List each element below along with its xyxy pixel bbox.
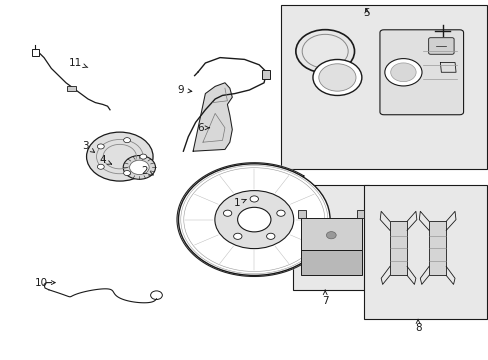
Circle shape xyxy=(233,233,242,239)
Circle shape xyxy=(214,190,293,249)
Text: 6: 6 xyxy=(197,123,209,133)
Circle shape xyxy=(123,156,155,179)
Text: 8: 8 xyxy=(414,319,421,333)
Circle shape xyxy=(326,231,336,239)
FancyBboxPatch shape xyxy=(428,38,453,54)
Circle shape xyxy=(223,210,231,216)
Text: 1: 1 xyxy=(233,198,245,208)
Bar xyxy=(364,185,486,319)
Circle shape xyxy=(97,164,104,169)
Text: 2: 2 xyxy=(141,166,153,176)
Bar xyxy=(300,218,361,249)
Circle shape xyxy=(384,59,421,86)
Circle shape xyxy=(266,233,274,239)
Circle shape xyxy=(276,210,285,216)
Text: 7: 7 xyxy=(321,290,328,306)
Text: 10: 10 xyxy=(35,278,55,288)
Circle shape xyxy=(97,144,104,149)
Bar xyxy=(281,5,486,169)
Circle shape xyxy=(249,196,258,202)
Bar xyxy=(298,210,305,218)
Polygon shape xyxy=(193,83,232,151)
Circle shape xyxy=(237,207,270,232)
Bar xyxy=(262,70,269,79)
Circle shape xyxy=(140,154,146,159)
Bar xyxy=(356,210,364,218)
Circle shape xyxy=(312,59,361,95)
Bar xyxy=(389,221,406,275)
Circle shape xyxy=(390,63,415,82)
Bar xyxy=(428,221,446,275)
Text: 11: 11 xyxy=(69,58,88,68)
Circle shape xyxy=(123,171,130,176)
Circle shape xyxy=(86,132,153,181)
Circle shape xyxy=(123,138,130,143)
Circle shape xyxy=(318,64,355,91)
Text: 5: 5 xyxy=(363,8,369,18)
Circle shape xyxy=(129,160,149,175)
Bar xyxy=(293,185,368,290)
Text: 3: 3 xyxy=(82,141,94,152)
Bar xyxy=(32,49,39,56)
Circle shape xyxy=(178,164,329,275)
FancyBboxPatch shape xyxy=(379,30,463,115)
Text: 9: 9 xyxy=(177,85,191,95)
Bar xyxy=(300,249,361,275)
Polygon shape xyxy=(177,163,304,276)
Text: 4: 4 xyxy=(99,155,111,165)
Bar xyxy=(67,86,76,91)
